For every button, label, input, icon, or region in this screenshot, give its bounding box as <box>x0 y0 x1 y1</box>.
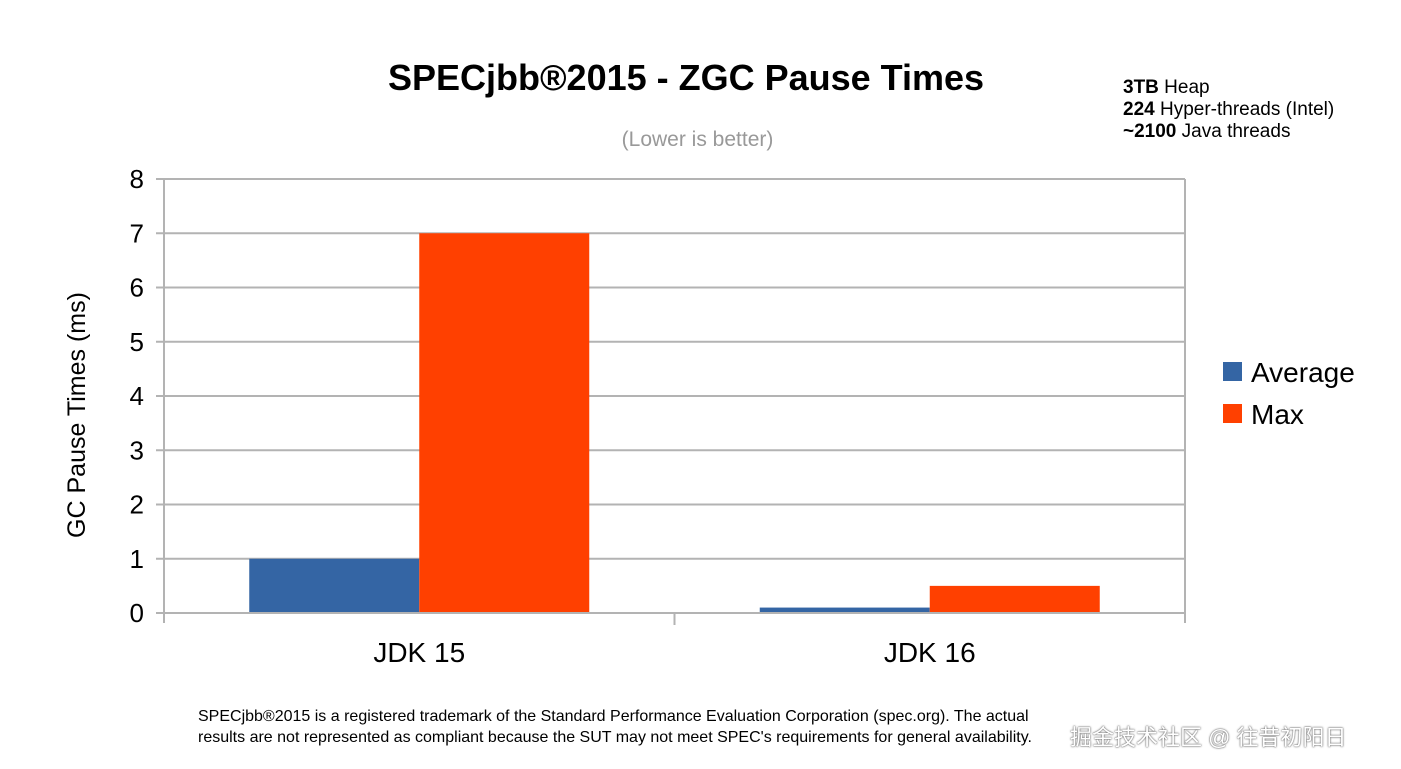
footnote-line-2: results are not represented as compliant… <box>198 729 1032 746</box>
y-tick-label: 2 <box>130 490 144 520</box>
y-tick-label: 3 <box>130 435 144 465</box>
watermark: 掘金技术社区 @ 往昔初阳日 <box>1070 725 1347 750</box>
chart-bars <box>249 233 1100 613</box>
y-tick-label: 8 <box>130 164 144 194</box>
legend-label-max: Max <box>1251 399 1304 430</box>
bar-max-jdk-16 <box>929 585 1100 613</box>
y-axis-label: GC Pause Times (ms) <box>63 292 91 538</box>
chart-subtitle: (Lower is better) <box>621 128 774 151</box>
y-tick-label: 0 <box>130 598 144 628</box>
bar-average-jdk-16 <box>759 607 930 613</box>
bar-average-jdk-15 <box>249 558 420 613</box>
note-heap: 3TB Heap <box>1123 77 1210 98</box>
y-axis-ticks: 0 1 2 3 4 5 6 7 8 <box>130 164 144 628</box>
x-category-label: JDK 15 <box>373 637 465 668</box>
chart-grid <box>156 178 1185 614</box>
note-hyper-threads: 224 Hyper-threads (Intel) <box>1123 99 1335 120</box>
note-java-threads: ~2100 Java threads <box>1123 121 1291 142</box>
legend-swatch-average <box>1223 362 1242 381</box>
legend-label-average: Average <box>1251 357 1355 388</box>
y-tick-label: 6 <box>130 273 144 303</box>
y-tick-label: 1 <box>130 544 144 574</box>
y-tick-label: 5 <box>130 327 144 357</box>
y-tick-label: 7 <box>130 218 144 248</box>
trademark-footnote: SPECjbb®2015 is a registered trademark o… <box>198 706 1158 748</box>
legend: Average Max <box>1223 357 1355 430</box>
chart-axes <box>163 179 1186 625</box>
chart-title: SPECjbb®2015 - ZGC Pause Times <box>388 57 985 98</box>
bar-max-jdk-15 <box>419 233 590 613</box>
legend-swatch-max <box>1223 404 1242 423</box>
footnote-line-1: SPECjbb®2015 is a registered trademark o… <box>198 708 1029 725</box>
benchmark-notes: 3TB Heap 224 Hyper-threads (Intel) ~2100… <box>1123 77 1334 143</box>
x-category-label: JDK 16 <box>884 637 976 668</box>
x-axis-categories: JDK 15 JDK 16 <box>373 637 975 668</box>
y-tick-label: 4 <box>130 381 144 411</box>
